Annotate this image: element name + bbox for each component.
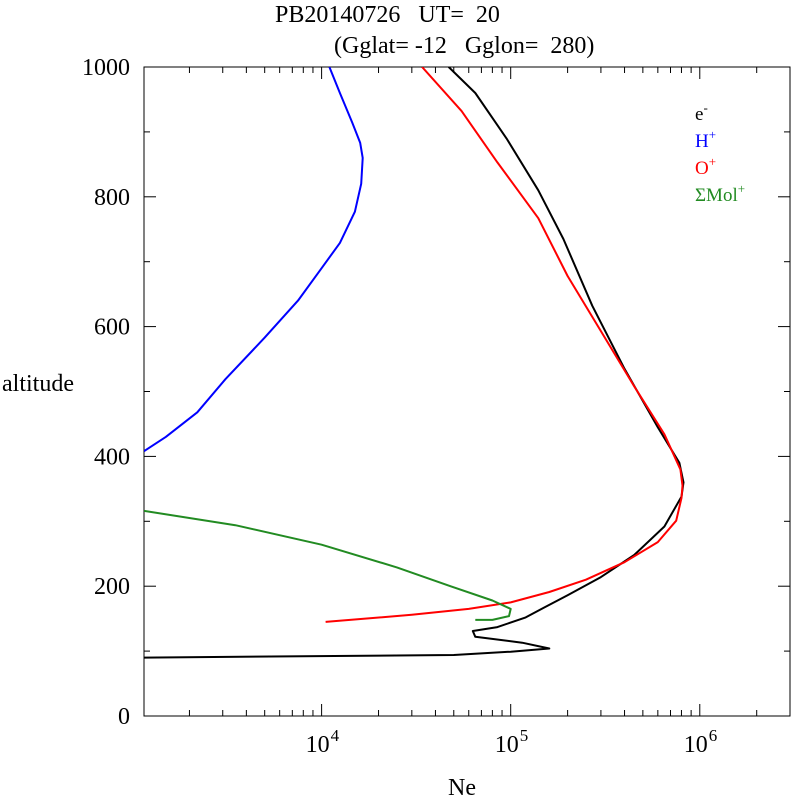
- series-line-e: [144, 67, 685, 659]
- x-tick-label: 10: [684, 732, 708, 758]
- legend: e-H+O+ΣMol+: [695, 100, 745, 206]
- y-tick-labels: 0 200 400 600 800 1000: [82, 55, 130, 730]
- legend-entry-o: O+: [695, 154, 716, 179]
- legend-entry-e: e-: [695, 100, 708, 125]
- y-tick-label: 400: [94, 444, 130, 470]
- x-tick-label: 10: [306, 732, 330, 758]
- x-tick-label-exponent: 6: [709, 726, 718, 745]
- legend-entry-mol: ΣMol+: [695, 181, 745, 206]
- chart-title-line1: PB20140726 UT= 20: [275, 2, 500, 28]
- legend-entry-h: H+: [695, 127, 716, 152]
- plot-area-frame: [143, 66, 791, 717]
- chart-title-line2: (Gglat= -12 Gglon= 280): [334, 33, 594, 59]
- y-tick-label: 600: [94, 315, 130, 341]
- series-line-o: [325, 67, 684, 623]
- x-tick-label-exponent: 4: [331, 726, 340, 745]
- axis-ticks: [144, 66, 791, 717]
- y-tick-label: 1000: [82, 55, 130, 81]
- y-tick-label: 800: [94, 185, 130, 211]
- series-line-h: [144, 67, 364, 453]
- x-tick-labels: 10 4 10 5 10 6: [306, 726, 718, 758]
- series-lines: [144, 67, 685, 659]
- x-axis-label: Ne: [448, 775, 476, 796]
- y-tick-label: 200: [94, 574, 130, 600]
- y-tick-label: 0: [118, 704, 130, 730]
- series-line-mol: [144, 509, 512, 621]
- x-tick-label: 10: [495, 732, 519, 758]
- y-axis-label: altitude: [2, 371, 74, 397]
- x-tick-label-exponent: 5: [520, 726, 529, 745]
